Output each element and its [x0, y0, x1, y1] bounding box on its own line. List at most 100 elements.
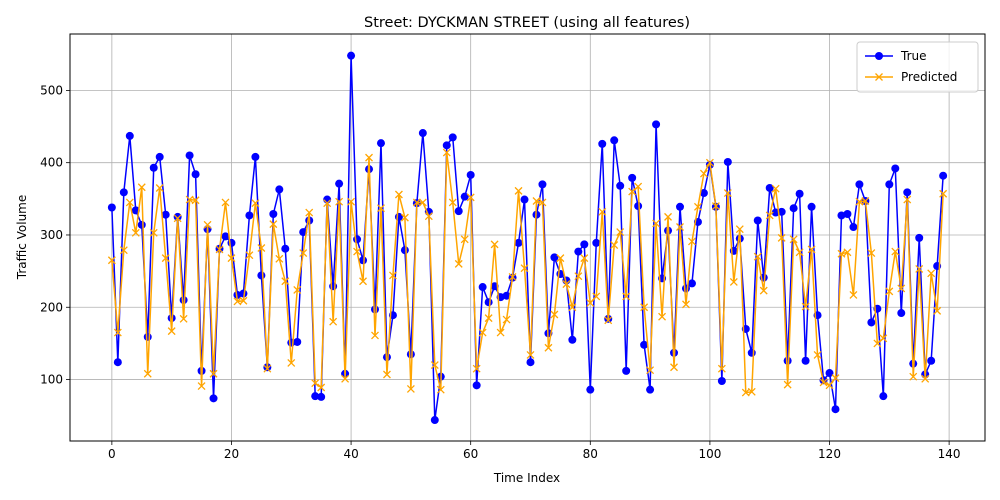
- x-tick-label: 80: [583, 447, 598, 461]
- data-point: [580, 240, 589, 249]
- data-point: [586, 385, 595, 394]
- data-point: [933, 306, 942, 315]
- data-point: [789, 204, 798, 213]
- data-point: [293, 337, 302, 346]
- data-point: [526, 358, 535, 367]
- data-point: [119, 188, 128, 197]
- data-point: [167, 327, 176, 336]
- data-point: [400, 213, 409, 222]
- data-point: [400, 246, 409, 255]
- data-point: [939, 171, 948, 180]
- data-point: [317, 383, 326, 392]
- data-point: [125, 131, 134, 140]
- data-point: [891, 164, 900, 173]
- data-point: [406, 384, 415, 393]
- legend-item-true: True: [865, 49, 927, 63]
- y-axis: 100 200 300 400 500: [40, 83, 70, 387]
- legend-label: Predicted: [901, 70, 957, 84]
- data-point: [903, 195, 912, 204]
- data-point: [454, 259, 463, 268]
- data-point: [550, 310, 559, 319]
- data-point: [604, 316, 613, 325]
- data-point: [616, 181, 625, 190]
- data-point: [568, 335, 577, 344]
- data-point: [371, 305, 379, 314]
- data-point: [843, 210, 852, 219]
- data-point: [113, 328, 122, 337]
- data-point: [753, 252, 762, 261]
- x-tick-label: 140: [938, 447, 961, 461]
- data-point: [257, 271, 266, 280]
- data-point: [526, 351, 535, 359]
- data-point: [693, 202, 702, 211]
- legend-marker: [875, 52, 883, 60]
- data-point: [735, 225, 744, 234]
- data-point: [628, 173, 637, 182]
- data-point: [855, 180, 864, 189]
- data-point: [484, 298, 493, 307]
- data-point: [825, 381, 834, 390]
- data-point: [185, 151, 194, 160]
- data-point: [191, 170, 200, 179]
- data-point: [568, 303, 577, 312]
- data-point: [723, 189, 732, 198]
- data-point: [640, 340, 649, 349]
- data-point: [377, 204, 385, 213]
- data-point: [209, 394, 218, 403]
- data-point: [143, 369, 152, 378]
- data-point: [442, 141, 451, 150]
- y-tick-label: 500: [40, 83, 63, 97]
- legend-label: True: [900, 49, 927, 63]
- legend-marker: [875, 73, 883, 81]
- data-point: [161, 254, 170, 263]
- data-point: [245, 211, 254, 220]
- data-point: [861, 197, 870, 205]
- data-point: [640, 303, 649, 312]
- data-point: [699, 189, 708, 198]
- data-point: [221, 198, 230, 207]
- data-point: [269, 210, 278, 219]
- data-point: [777, 207, 786, 216]
- data-point: [622, 366, 631, 375]
- data-point: [634, 182, 643, 191]
- data-point: [688, 237, 696, 246]
- data-point: [311, 379, 320, 388]
- data-point: [329, 282, 338, 291]
- data-point: [915, 233, 924, 242]
- data-point: [586, 298, 595, 307]
- y-tick-label: 100: [40, 373, 63, 387]
- x-tick-label: 120: [818, 447, 841, 461]
- data-point: [113, 358, 122, 367]
- x-tick-label: 40: [343, 447, 358, 461]
- data-point: [885, 287, 894, 296]
- x-axis-label: Time Index: [493, 471, 560, 485]
- data-point: [723, 157, 732, 166]
- data-point: [921, 374, 930, 383]
- data-point: [753, 216, 762, 225]
- data-point: [909, 372, 918, 381]
- series-line: [111, 151, 944, 394]
- data-point: [442, 148, 451, 157]
- data-point: [837, 211, 846, 220]
- data-point: [203, 220, 212, 229]
- data-point: [574, 272, 583, 281]
- data-point: [646, 366, 655, 375]
- data-point: [179, 314, 188, 323]
- data-point: [795, 248, 804, 257]
- data-point: [209, 369, 218, 378]
- data-point: [729, 277, 738, 286]
- data-point: [777, 233, 786, 242]
- chart-title: Street: DYCKMAN STREET (using all featur…: [364, 15, 690, 31]
- data-point: [795, 189, 804, 198]
- data-point: [496, 328, 505, 337]
- data-point: [867, 318, 876, 327]
- data-point: [747, 387, 756, 396]
- data-point: [915, 264, 924, 273]
- data-point: [383, 370, 391, 379]
- data-point: [137, 220, 146, 229]
- data-point: [711, 202, 720, 211]
- data-point: [269, 220, 278, 229]
- y-tick-label: 300: [40, 228, 63, 242]
- data-point: [460, 235, 469, 244]
- data-point: [771, 184, 780, 193]
